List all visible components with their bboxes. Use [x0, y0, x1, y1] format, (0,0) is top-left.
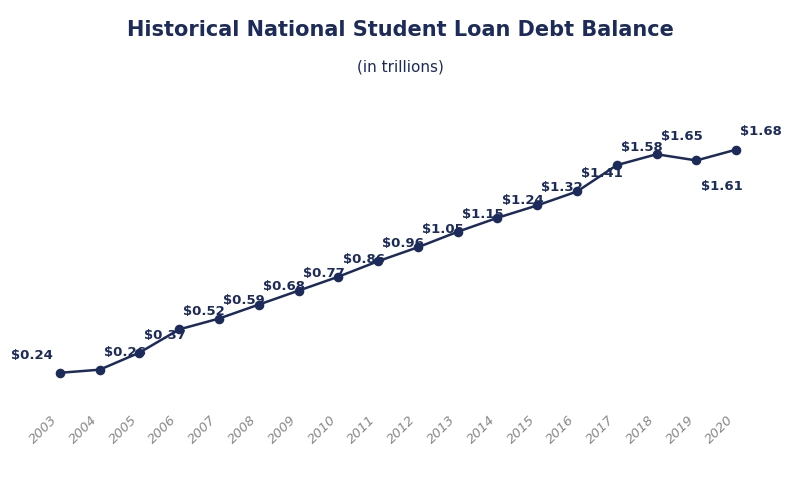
- Point: [292, 286, 305, 294]
- Point: [332, 272, 345, 280]
- Text: $0.37: $0.37: [143, 328, 186, 342]
- Text: $0.68: $0.68: [263, 280, 305, 293]
- Point: [690, 156, 703, 164]
- Text: $0.86: $0.86: [342, 252, 385, 266]
- Text: $1.65: $1.65: [661, 130, 702, 143]
- Point: [451, 228, 464, 236]
- Text: $1.24: $1.24: [502, 194, 543, 206]
- Point: [411, 244, 424, 252]
- Point: [531, 202, 544, 209]
- Point: [133, 348, 146, 356]
- Point: [570, 188, 583, 196]
- Text: $1.61: $1.61: [701, 180, 742, 193]
- Point: [372, 257, 385, 265]
- Point: [54, 369, 66, 377]
- Point: [252, 300, 265, 308]
- Point: [94, 366, 106, 374]
- Text: $0.26: $0.26: [104, 346, 146, 358]
- Text: Historical National Student Loan Debt Balance: Historical National Student Loan Debt Ba…: [126, 20, 674, 40]
- Point: [213, 314, 226, 322]
- Point: [650, 150, 663, 158]
- Text: $1.05: $1.05: [422, 223, 464, 236]
- Text: $1.41: $1.41: [582, 168, 623, 180]
- Point: [491, 214, 504, 222]
- Text: $0.96: $0.96: [382, 237, 424, 250]
- Point: [730, 146, 742, 154]
- Text: $0.24: $0.24: [11, 348, 53, 362]
- Point: [610, 161, 623, 169]
- Point: [173, 326, 186, 334]
- Text: $1.68: $1.68: [740, 126, 782, 138]
- Text: $1.15: $1.15: [462, 208, 503, 220]
- Text: $0.52: $0.52: [183, 306, 225, 318]
- Text: $1.32: $1.32: [542, 182, 583, 194]
- Text: $1.58: $1.58: [621, 141, 662, 154]
- Text: $0.59: $0.59: [223, 294, 265, 308]
- Text: $0.77: $0.77: [302, 266, 345, 280]
- Text: (in trillions): (in trillions): [357, 60, 443, 75]
